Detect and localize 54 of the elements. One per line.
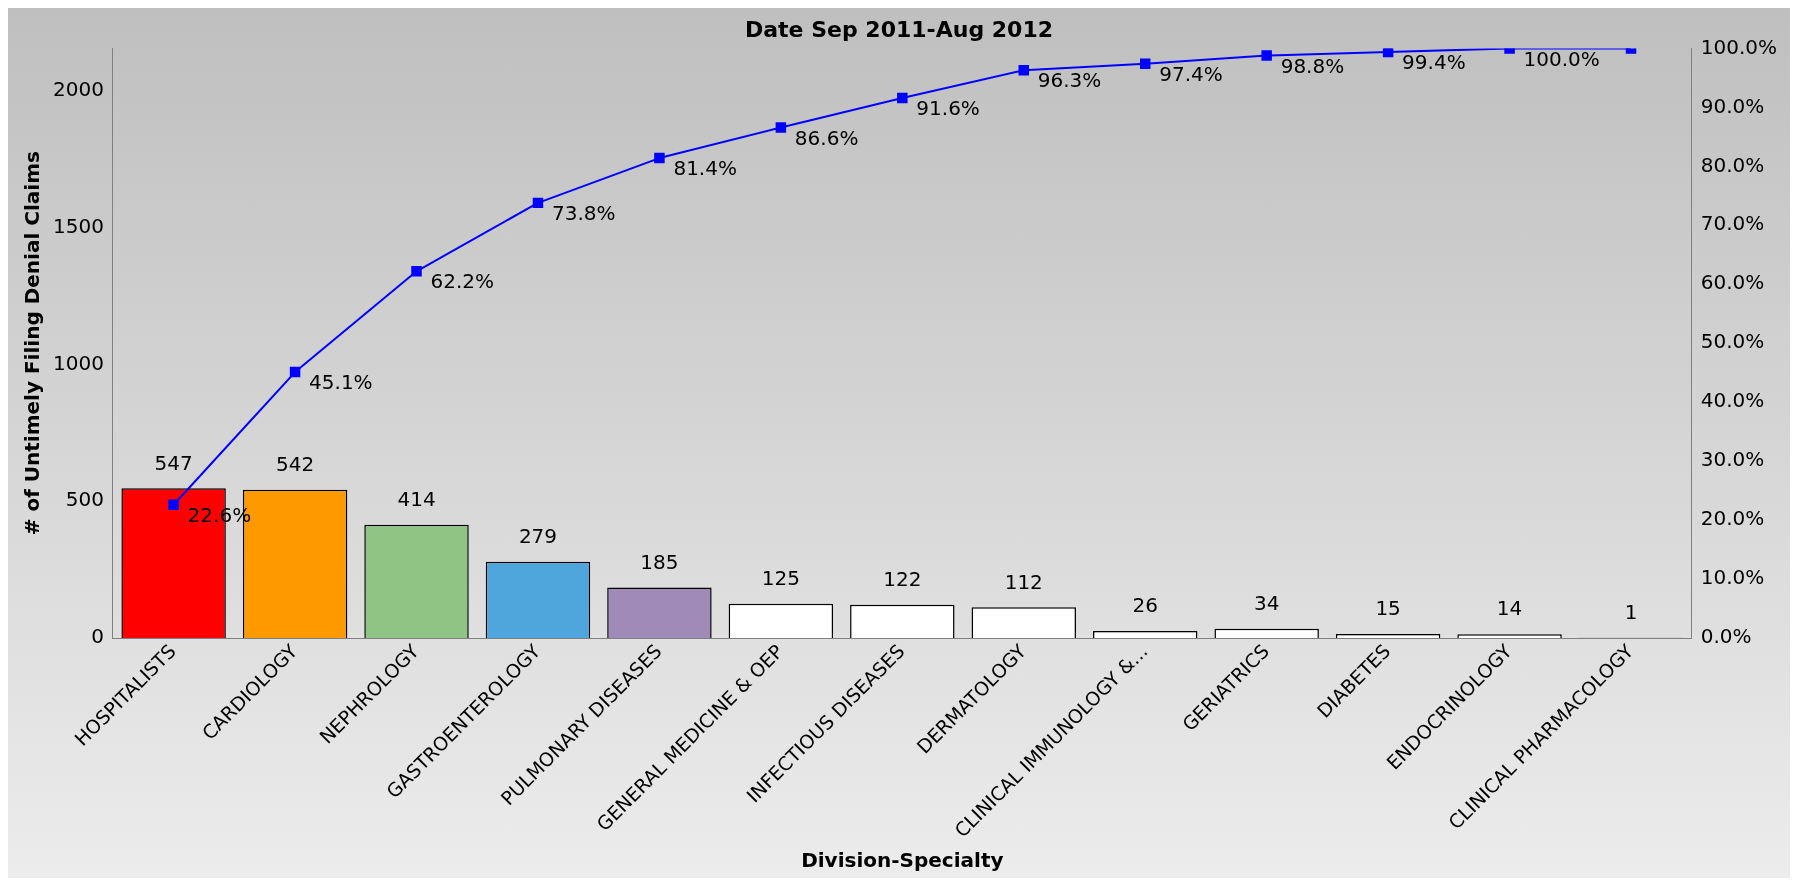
- data-label: 100.0%: [1523, 46, 1600, 71]
- data-label: 112: [1004, 569, 1043, 594]
- point: [1018, 64, 1030, 76]
- y-tick-label: 0: [91, 624, 104, 649]
- point: [897, 92, 908, 104]
- data-label: 547: [154, 450, 193, 475]
- data-label: 97.4%: [1159, 61, 1223, 86]
- data-label: 98.8%: [1280, 53, 1345, 78]
- y2-tick-label: 30.0%: [1700, 447, 1765, 472]
- data-label: 26: [1132, 593, 1158, 618]
- point: [654, 152, 665, 164]
- data-label: 86.6%: [794, 125, 859, 150]
- y2-tick-label: 80.0%: [1700, 152, 1765, 177]
- data-label: 99.4%: [1402, 50, 1466, 75]
- chart-title: Date Sep 2011-Aug 2012: [744, 16, 1054, 42]
- x-axis-title: Division-Specialty: [801, 848, 1004, 873]
- y2-tick-label: 50.0%: [1700, 329, 1765, 354]
- data-label: 34: [1253, 590, 1280, 615]
- data-label: 125: [761, 566, 800, 591]
- point: [532, 197, 544, 209]
- y2-tick-label: 20.0%: [1700, 506, 1765, 531]
- y2-tick-label: 100.0%: [1700, 34, 1778, 59]
- y2-tick-label: 0.0%: [1700, 624, 1752, 649]
- y-axis-title: # of Untimely Filing Denial Claims: [20, 151, 45, 536]
- data-label: 15: [1375, 596, 1401, 621]
- data-label: 45.1%: [309, 370, 373, 395]
- data-label: 414: [397, 486, 436, 511]
- data-label: 1: [1624, 599, 1638, 624]
- data-label: 81.4%: [673, 156, 737, 181]
- data-label: 14: [1496, 596, 1523, 621]
- y2-tick-label: 40.0%: [1700, 388, 1765, 413]
- y-tick-label: 500: [65, 487, 104, 512]
- point: [289, 366, 301, 378]
- data-label: 185: [640, 549, 679, 574]
- point: [168, 499, 179, 511]
- data-label: 91.6%: [916, 96, 980, 121]
- y2-tick-label: 90.0%: [1700, 93, 1765, 118]
- y2-tick-label: 60.0%: [1700, 270, 1765, 295]
- data-label: 542: [275, 451, 315, 476]
- point: [775, 122, 787, 133]
- data-label: 73.8%: [551, 201, 616, 226]
- y-tick-label: 1500: [52, 213, 104, 238]
- point: [1382, 48, 1394, 58]
- y-tick-label: 1000: [52, 350, 104, 375]
- data-label: 122: [883, 566, 922, 591]
- y-tick-label: 2000: [52, 77, 104, 102]
- data-label: 279: [518, 523, 558, 548]
- y2-tick-label: 10.0%: [1700, 565, 1765, 590]
- point: [411, 266, 422, 277]
- y2-tick-label: 70.0%: [1700, 211, 1765, 236]
- point: [1261, 50, 1272, 61]
- point: [1139, 58, 1151, 69]
- data-label: 62.2%: [430, 269, 495, 294]
- data-label: 96.3%: [1037, 68, 1102, 93]
